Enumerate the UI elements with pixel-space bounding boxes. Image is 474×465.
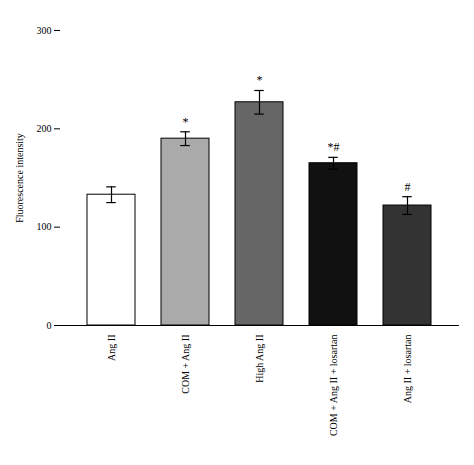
- svg-text:COM + Ang II + losartan: COM + Ang II + losartan: [328, 335, 339, 437]
- svg-text:200: 200: [37, 123, 52, 134]
- svg-text:300: 300: [37, 25, 52, 36]
- svg-text:Ang II: Ang II: [106, 335, 117, 361]
- svg-text:COM + Ang II: COM + Ang II: [180, 335, 191, 394]
- svg-text:Ang II + losartan: Ang II + losartan: [402, 335, 413, 404]
- svg-text:*: *: [183, 115, 189, 129]
- svg-text:*#: *#: [328, 140, 340, 154]
- svg-text:High Ang II: High Ang II: [254, 335, 265, 383]
- svg-text:100: 100: [37, 221, 52, 232]
- svg-text:Fluorescence intensity: Fluorescence intensity: [14, 133, 25, 223]
- svg-text:#: #: [405, 180, 411, 194]
- svg-text:*: *: [257, 73, 263, 87]
- svg-text:0: 0: [47, 320, 52, 331]
